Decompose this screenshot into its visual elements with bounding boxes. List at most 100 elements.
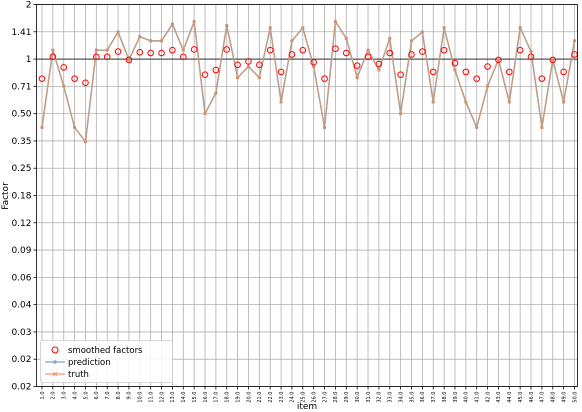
x-tick-label: 10.0 xyxy=(138,392,144,403)
truth-point xyxy=(203,112,207,116)
legend-marker-prediction xyxy=(53,360,57,364)
smoothed-factor-point xyxy=(277,68,285,76)
x-tick-label: 38.0 xyxy=(442,392,448,403)
smoothed-factor-point xyxy=(223,46,231,53)
legend: smoothed factors prediction truth xyxy=(40,340,173,383)
truth-point xyxy=(94,48,98,52)
smoothed-factor-point xyxy=(397,71,404,78)
legend-label-smoothed: smoothed factors xyxy=(68,346,143,356)
truth-point xyxy=(83,140,88,144)
smoothed-factor-point xyxy=(364,53,372,61)
truth-point xyxy=(257,76,261,80)
x-tick-label: 39.0 xyxy=(453,392,459,403)
legend-label-truth: truth xyxy=(68,370,89,380)
x-tick-label: 29.0 xyxy=(344,392,350,403)
y-tick-label: 0.25 xyxy=(11,164,31,174)
y-tick-label: 0.02 xyxy=(11,355,31,365)
truth-point xyxy=(40,125,44,129)
x-tick-label: 4.0 xyxy=(72,392,78,400)
truth-point xyxy=(507,100,511,104)
x-tick-label: 41.0 xyxy=(474,392,480,403)
x-tick-label: 18.0 xyxy=(225,392,231,403)
y-tick-label: 0.02 xyxy=(11,383,31,393)
truth-point xyxy=(105,48,109,52)
y-tick-label: 0.03 xyxy=(11,328,31,338)
truth-point xyxy=(388,36,392,41)
truth-point xyxy=(279,100,283,104)
smoothed-factor-point xyxy=(169,46,176,54)
x-tick-label: 23.0 xyxy=(279,392,285,403)
truth-point xyxy=(192,19,196,24)
legend-label-prediction: prediction xyxy=(68,358,111,368)
truth-point xyxy=(485,84,490,88)
smoothed-factor-point xyxy=(473,75,480,82)
x-tick-label: 15.0 xyxy=(192,392,198,403)
truth-point xyxy=(116,30,120,34)
x-tick-label: 17.0 xyxy=(214,392,220,403)
truth-point xyxy=(159,39,164,43)
smoothed-factor-point xyxy=(429,68,437,76)
truth-point xyxy=(322,125,327,129)
x-tick-label: 50.0 xyxy=(572,392,578,403)
truth-point xyxy=(214,91,218,95)
x-tick-label: 34.0 xyxy=(398,392,404,403)
smoothed-factor-point xyxy=(299,46,307,54)
y-tick-label: 1 xyxy=(26,55,32,65)
smoothed-factor-point xyxy=(288,51,296,58)
truth-point xyxy=(518,26,522,30)
truth-point xyxy=(181,48,185,52)
x-tick-label: 21.0 xyxy=(257,392,263,403)
truth-point xyxy=(377,68,381,72)
x-tick-label: 49.0 xyxy=(561,392,567,403)
smoothed-factor-point xyxy=(549,56,557,64)
truth-point xyxy=(225,23,229,28)
y-tick-label: 0.09 xyxy=(11,246,31,256)
legend-box xyxy=(40,340,173,383)
smoothed-factor-point xyxy=(451,59,459,67)
truth-point xyxy=(344,36,348,41)
x-tick-label: 40.0 xyxy=(464,392,470,403)
smoothed-factor-point xyxy=(375,60,383,68)
x-tick-label: 43.0 xyxy=(496,392,502,403)
truth-point xyxy=(409,39,414,43)
y-tick-label: 0.71 xyxy=(11,82,31,92)
smoothed-factor-point xyxy=(353,62,361,69)
series-lines xyxy=(41,19,576,144)
smoothed-factor-point xyxy=(60,64,68,71)
series-line-truth xyxy=(41,19,576,144)
truth-point xyxy=(464,100,468,104)
smoothed-factor-point xyxy=(147,49,154,57)
smoothed-factor-point xyxy=(527,53,535,61)
x-tick-label: 12.0 xyxy=(159,392,165,403)
truth-point xyxy=(290,39,294,43)
legend-marker-smoothed xyxy=(51,346,59,354)
truth-point xyxy=(62,84,66,88)
truth-point xyxy=(301,26,305,30)
x-axis-label: item xyxy=(297,402,317,412)
x-tick-label: 37.0 xyxy=(431,392,437,403)
x-tick-label: 19.0 xyxy=(235,392,241,403)
truth-point xyxy=(149,39,153,43)
smoothed-factor-point xyxy=(321,75,328,82)
x-tick-label: 6.0 xyxy=(94,392,100,400)
smoothed-factor-point xyxy=(82,79,89,87)
smoothed-factor-point xyxy=(245,58,252,65)
x-tick-label: 2.0 xyxy=(51,392,57,400)
x-tick-label: 36.0 xyxy=(420,392,426,403)
y-tick-label: 0.04 xyxy=(11,301,31,311)
x-tick-label: 31.0 xyxy=(366,392,372,403)
x-tick-label: 24.0 xyxy=(290,392,296,403)
truth-point xyxy=(366,48,370,52)
y-tick-label: 0.18 xyxy=(11,191,31,201)
y-tick-label: 0.06 xyxy=(11,273,31,283)
smoothed-factor-point xyxy=(342,49,350,57)
x-tick-label: 26.0 xyxy=(311,392,317,403)
truth-point xyxy=(246,64,251,69)
x-tick-label: 7.0 xyxy=(105,392,111,400)
truth-point xyxy=(268,26,272,30)
smoothed-factor-point xyxy=(234,61,241,69)
smoothed-factor-point xyxy=(38,75,46,82)
truth-point xyxy=(496,58,501,62)
x-tick-label: 35.0 xyxy=(409,392,415,403)
truth-point xyxy=(420,30,424,34)
